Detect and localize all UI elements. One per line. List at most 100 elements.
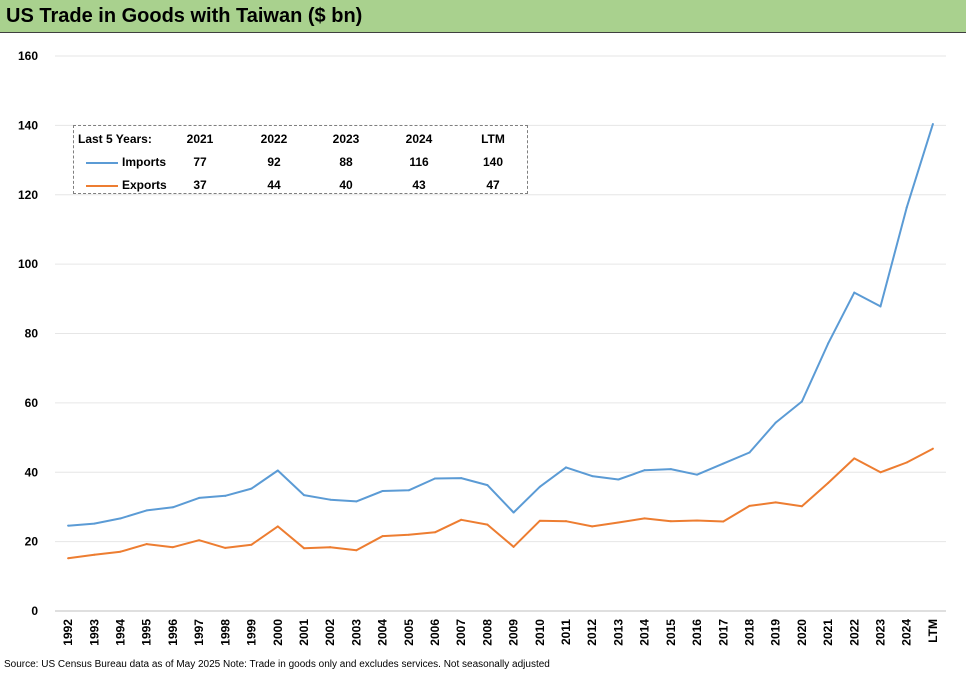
exports-data-point xyxy=(460,518,463,521)
exports-data-point xyxy=(538,519,541,522)
chart-area: 0 20 40 60 80 100 120 140 160 1992 1993 1994 1995 199… xyxy=(18,49,946,646)
imports-data-point xyxy=(93,522,96,525)
x-tick-label: 1996 xyxy=(166,619,180,646)
x-tick-label: 1998 xyxy=(218,619,232,646)
legend-value: 140 xyxy=(482,155,504,169)
exports-data-point xyxy=(250,543,253,546)
legend-value: 40 xyxy=(339,178,353,192)
exports-data-point xyxy=(827,482,830,485)
y-tick-label: 60 xyxy=(25,396,39,410)
x-tick-label: 2000 xyxy=(271,619,285,646)
x-tick-label: 2001 xyxy=(297,619,311,646)
x-tick-label: 2011 xyxy=(559,619,573,645)
exports-data-point xyxy=(591,525,594,528)
x-tick-label: 1997 xyxy=(192,619,206,646)
imports-data-point xyxy=(643,469,646,472)
exports-data-point xyxy=(669,520,672,523)
x-tick-label: 2003 xyxy=(349,619,363,646)
exports-data-point xyxy=(696,519,699,522)
x-tick-label: 2021 xyxy=(821,619,835,646)
x-tick-label: 2013 xyxy=(611,619,625,646)
source-note: Source: US Census Bureau data as of May … xyxy=(4,659,550,670)
imports-series-line xyxy=(68,123,934,527)
exports-data-point xyxy=(93,553,96,556)
x-tick-label: LTM xyxy=(926,619,940,643)
imports-data-point xyxy=(931,122,934,125)
legend-value: 77 xyxy=(193,155,207,169)
imports-data-point xyxy=(145,509,148,512)
legend-col-header: LTM xyxy=(481,132,505,146)
legend-value: 44 xyxy=(267,178,281,192)
legend-value: 88 xyxy=(339,155,353,169)
exports-data-point xyxy=(276,525,279,528)
exports-data-point xyxy=(171,546,174,549)
imports-data-point xyxy=(460,477,463,480)
imports-data-point xyxy=(224,494,227,497)
x-tick-label: 2017 xyxy=(716,619,730,646)
y-tick-label: 140 xyxy=(18,118,38,132)
exports-data-point xyxy=(355,549,358,552)
imports-data-point xyxy=(381,489,384,492)
x-tick-label: 1995 xyxy=(140,619,154,646)
imports-data-point xyxy=(669,468,672,471)
x-tick-label: 2010 xyxy=(533,619,547,646)
exports-data-point xyxy=(145,543,148,546)
x-tick-label: 2022 xyxy=(847,619,861,646)
x-tick-label: 2019 xyxy=(769,619,783,646)
imports-data-point xyxy=(250,487,253,490)
exports-data-point xyxy=(774,501,777,504)
legend-value: 43 xyxy=(412,178,426,192)
imports-legend-line xyxy=(86,162,118,164)
x-tick-label: 2006 xyxy=(428,619,442,646)
x-tick-label: 1994 xyxy=(114,619,128,646)
y-tick-label: 120 xyxy=(18,188,38,202)
exports-data-point xyxy=(433,531,436,534)
imports-data-point xyxy=(722,462,725,465)
x-tick-label: 1992 xyxy=(61,619,75,646)
exports-data-point xyxy=(198,539,201,542)
imports-data-point xyxy=(486,484,489,487)
legend-value: 47 xyxy=(486,178,500,192)
exports-series-line xyxy=(67,447,934,560)
legend-header-row: Last 5 Years: 2021 2022 2023 2024 LTM xyxy=(74,128,527,148)
x-tick-label: 2002 xyxy=(323,619,337,646)
imports-data-point xyxy=(853,291,856,294)
imports-data-point xyxy=(198,496,201,499)
x-tick-label: 2018 xyxy=(742,619,756,646)
legend-value: 92 xyxy=(267,155,281,169)
exports-data-point xyxy=(853,457,856,460)
imports-data-point xyxy=(355,500,358,503)
x-tick-label: 2015 xyxy=(664,619,678,646)
exports-data-point xyxy=(407,533,410,536)
imports-data-point xyxy=(67,524,70,527)
exports-data-point xyxy=(617,521,620,524)
x-tick-label: 2007 xyxy=(454,619,468,646)
title-bar: US Trade in Goods with Taiwan ($ bn) xyxy=(0,0,966,33)
exports-data-point xyxy=(748,504,751,507)
exports-legend-line xyxy=(86,185,118,187)
y-tick-label: 40 xyxy=(25,465,39,479)
x-tick-label: 2024 xyxy=(900,619,914,646)
legend-row-exports: Exports 37 44 40 43 47 xyxy=(74,174,527,194)
imports-data-point xyxy=(617,478,620,481)
imports-data-point xyxy=(302,494,305,497)
legend-value: 37 xyxy=(193,178,207,192)
legend-col-header: 2024 xyxy=(405,132,433,146)
exports-data-point xyxy=(800,505,803,508)
exports-data-point xyxy=(119,550,122,553)
exports-data-point xyxy=(302,547,305,550)
x-tick-label: 2009 xyxy=(507,619,521,646)
exports-data-point xyxy=(905,461,908,464)
imports-data-point xyxy=(433,477,436,480)
x-tick-label: 2016 xyxy=(690,619,704,646)
exports-data-point xyxy=(931,447,934,450)
x-tick-label: 2020 xyxy=(795,619,809,646)
exports-data-point xyxy=(643,517,646,520)
exports-data-point xyxy=(565,520,568,523)
exports-data-point xyxy=(67,557,70,560)
x-tick-label: 2008 xyxy=(480,619,494,646)
imports-data-point xyxy=(800,400,803,403)
exports-data-point xyxy=(722,520,725,523)
imports-data-point xyxy=(512,511,515,514)
imports-data-point xyxy=(774,421,777,424)
